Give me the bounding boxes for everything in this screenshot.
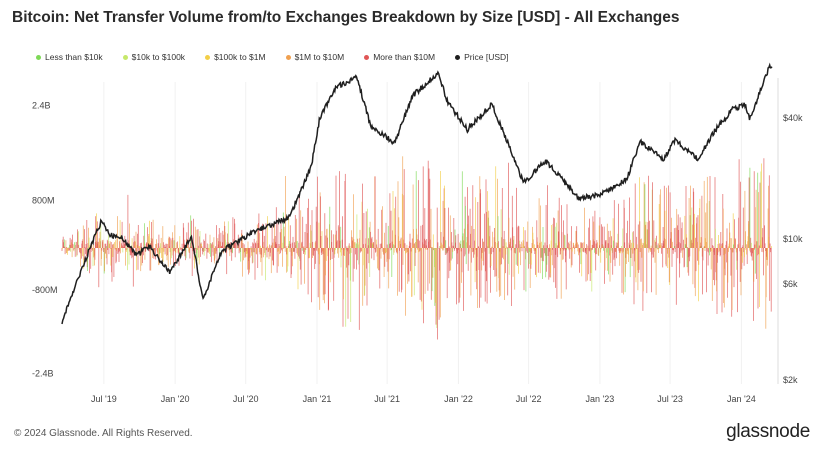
x-tick-label: Jul '21 xyxy=(374,394,400,404)
y-right-tick-label: $6k xyxy=(783,279,798,289)
y-left-tick-label: 2.4B xyxy=(32,101,51,111)
y-axis-right: $40k $10k $6k $2k xyxy=(777,78,803,385)
legend-dot-icon xyxy=(36,54,41,60)
legend-item-100k-to-1m[interactable]: $100k to $1M xyxy=(205,52,266,62)
volume-bars xyxy=(61,156,772,340)
x-tick-label: Jan '20 xyxy=(161,394,190,404)
y-left-tick-label: -2.4B xyxy=(32,369,54,379)
glassnode-logo: glassnode xyxy=(726,421,810,442)
x-tick-label: Jul '22 xyxy=(516,394,542,404)
x-tick-label: Jan '22 xyxy=(444,394,473,404)
legend-item-less-than-10k[interactable]: Less than $10k xyxy=(36,52,103,62)
legend-label: Price [USD] xyxy=(464,52,509,62)
legend-dot-icon xyxy=(364,54,370,60)
y-right-tick-label: $2k xyxy=(783,375,798,385)
legend-label: $10k to $100k xyxy=(131,52,186,62)
x-tick-label: Jan '23 xyxy=(586,394,615,404)
x-tick-label: Jul '19 xyxy=(91,394,117,404)
legend-dot-icon xyxy=(205,54,211,60)
legend-dot-icon xyxy=(285,54,291,60)
price-line xyxy=(61,62,773,325)
chart-legend: Less than $10k $10k to $100k $100k to $1… xyxy=(36,52,509,62)
x-tick-label: Jan '24 xyxy=(727,394,756,404)
copyright-text: © 2024 Glassnode. All Rights Reserved. xyxy=(14,428,193,439)
legend-label: $1M to $10M xyxy=(294,52,345,62)
legend-dot-icon xyxy=(122,54,128,60)
legend-item-1m-to-10m[interactable]: $1M to $10M xyxy=(285,52,345,62)
x-tick-label: Jul '20 xyxy=(233,394,259,404)
legend-item-more-than-10m[interactable]: More than $10M xyxy=(364,52,435,62)
y-right-tick-label: $10k xyxy=(783,234,803,244)
legend-label: Less than $10k xyxy=(45,52,103,62)
chart-title: Bitcoin: Net Transfer Volume from/to Exc… xyxy=(12,9,680,26)
x-tick-label: Jul '23 xyxy=(657,394,683,404)
x-tick-label: Jan '21 xyxy=(303,394,332,404)
y-right-tick-label: $40k xyxy=(783,113,803,123)
y-axis-left: 2.4B 800M -800M -2.4B xyxy=(32,101,58,379)
y-left-tick-label: -800M xyxy=(32,285,58,295)
legend-label: $100k to $1M xyxy=(214,52,266,62)
legend-item-price[interactable]: Price [USD] xyxy=(455,52,509,62)
legend-label: More than $10M xyxy=(373,52,436,62)
price-series-line xyxy=(61,62,773,325)
legend-item-10k-to-100k[interactable]: $10k to $100k xyxy=(122,52,186,62)
y-left-tick-label: 800M xyxy=(32,196,55,206)
legend-dot-icon xyxy=(455,54,461,60)
